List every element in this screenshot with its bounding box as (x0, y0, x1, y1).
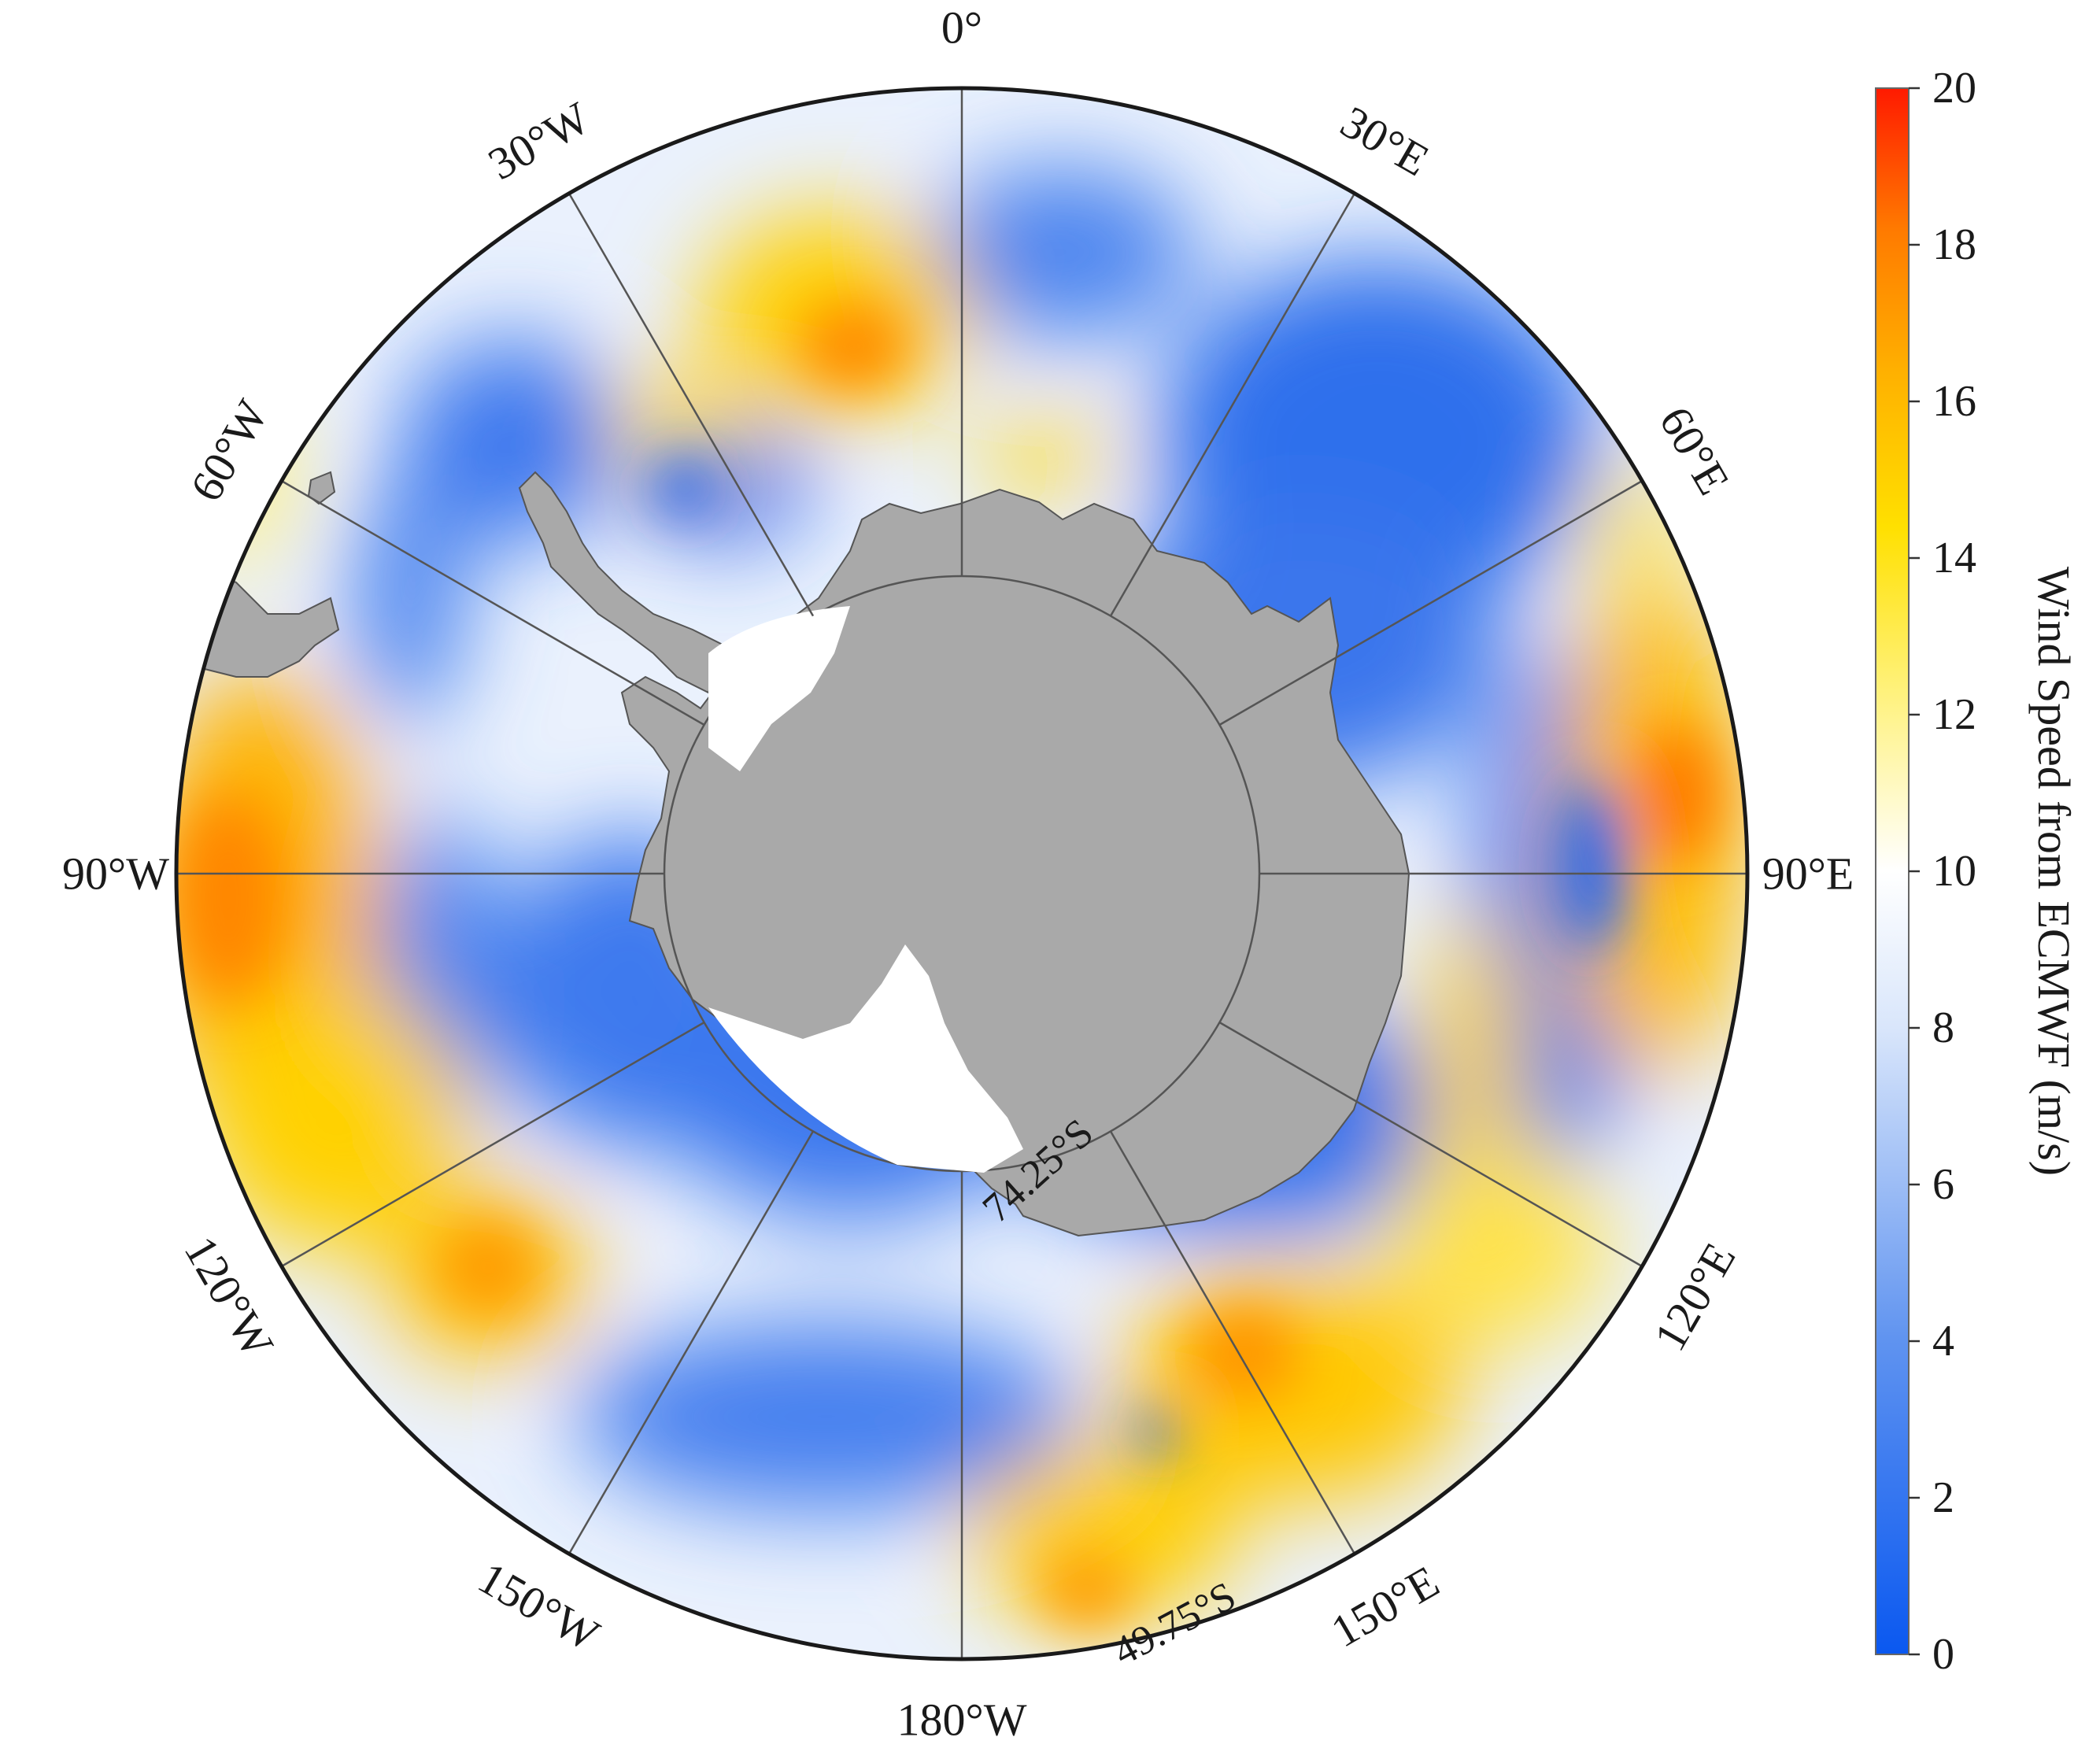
longitude-label: 30°E (1333, 96, 1438, 187)
longitude-label: 90°W (62, 848, 169, 900)
weddell-ice-shelf (708, 606, 850, 771)
meridian-line (281, 479, 705, 726)
colorbar: 0 2 4 6 8 10 12 14 16 18 20 Wind Speed from ECMWF … (1875, 64, 2080, 1679)
meridian-line (281, 1021, 705, 1268)
meridian-line (568, 1130, 815, 1554)
longitude-label: 60°E (1650, 398, 1740, 504)
colorbar-tick-label: 6 (1932, 1160, 1954, 1209)
wind-speed-field (176, 88, 1747, 1659)
ross-ice-shelf (708, 944, 1023, 1173)
longitude-label: 0° (941, 2, 982, 54)
longitude-label: 120°W (175, 1228, 284, 1366)
outer-latitude-circle (174, 86, 1750, 1661)
colorbar-tick-label: 14 (1932, 534, 1976, 582)
longitude-label: 150°W (470, 1552, 608, 1661)
meridian-line (1109, 1130, 1356, 1554)
colorbar-tick-label: 20 (1932, 64, 1976, 113)
longitude-label: 90°E (1762, 848, 1854, 900)
falkland-islands-land (307, 471, 336, 505)
colorbar-ticks: 0 2 4 6 8 10 12 14 16 18 20 (1909, 64, 1976, 1679)
colorbar-tick-label: 10 (1932, 847, 1976, 896)
colorbar-tick-label: 16 (1932, 377, 1976, 426)
longitude-label: 120°E (1643, 1234, 1745, 1359)
meridian-line (1109, 193, 1356, 617)
colorbar-label: Wind Speed from ECMWF (m/s) (2028, 567, 2080, 1176)
colorbar-gradient (1875, 87, 1910, 1655)
antarctic-peninsula-land (518, 471, 726, 694)
meridian-line (568, 193, 815, 617)
longitude-label: 150°E (1322, 1555, 1447, 1657)
colorbar-tick-label: 8 (1932, 1003, 1954, 1052)
longitude-label: 180°W (897, 1695, 1027, 1746)
graticule (176, 88, 1747, 1659)
colorbar-tick-label: 2 (1932, 1473, 1954, 1522)
meridian-line (1218, 479, 1643, 726)
longitude-label: 60°W (180, 391, 278, 509)
colorbar-tick-label: 0 (1932, 1630, 1954, 1679)
longitude-label: 30°W (479, 92, 597, 190)
colorbar-tick-label: 18 (1932, 220, 1976, 269)
colorbar-tick-label: 4 (1932, 1317, 1954, 1366)
meridian-line (1218, 1021, 1643, 1268)
colorbar-tick-label: 12 (1932, 690, 1976, 739)
